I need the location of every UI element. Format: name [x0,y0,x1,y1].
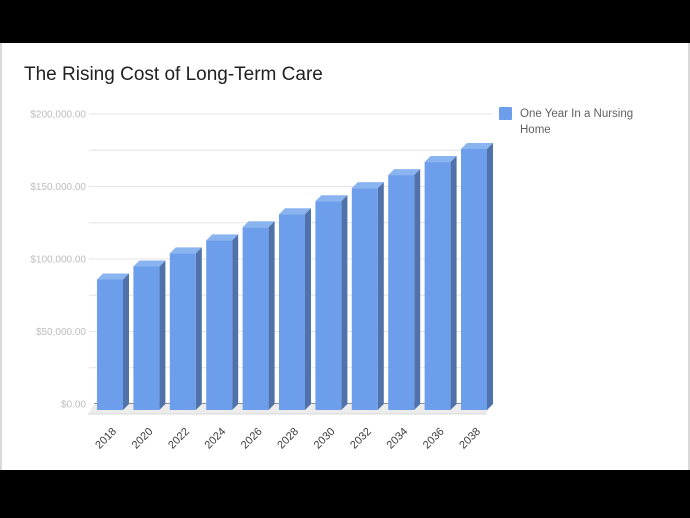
bar-top-face [206,234,239,241]
bar [315,201,342,410]
x-axis-label: 2022 [166,426,192,452]
bar-top-face [279,208,311,215]
legend: One Year In a Nursing Home [499,106,646,138]
bar-top-face [461,143,493,149]
bar [388,175,415,410]
y-axis-label: $100,000.00 [30,255,86,266]
bar [133,266,160,410]
bar [242,227,269,410]
bar [279,214,305,410]
bar-side-face [195,247,202,410]
bar-top-face [388,169,421,176]
x-axis-label: 2036 [421,426,447,452]
x-axis-label: 2034 [385,426,411,452]
bar-top-face [97,273,129,280]
x-axis-label: 2020 [130,426,156,452]
bar-chart: $0.00 $50,000.00 $100,000.00 $150,000.00 $20… [30,110,493,452]
bar-side-face [268,221,275,410]
x-axis-label: 2038 [457,426,483,452]
bar-top-face [169,247,202,254]
x-axis-label: 2018 [93,426,119,452]
bar-side-face [377,182,384,410]
bar-top-face [351,182,384,189]
bar-side-face [341,195,348,410]
x-axis-label: 2026 [239,426,265,452]
bar [424,162,451,410]
bar-side-face [305,208,311,410]
bar-side-face [232,234,239,410]
legend-swatch [499,107,512,120]
legend-label: One Year In a Nursing Home [520,108,634,136]
bar-top-face [424,156,457,163]
x-axis-label: 2028 [275,426,301,452]
y-axis-label: $200,000.00 [30,110,86,121]
bar-side-face [414,169,421,410]
x-axis-label: 2030 [312,426,338,452]
bar-side-face [159,260,166,410]
x-axis-label: 2032 [348,426,374,452]
bar-top-face [242,221,275,228]
y-axis-label: $50,000.00 [36,327,86,338]
bar-top-face [133,260,166,267]
x-axis-label: 2024 [203,426,229,452]
bar [169,253,196,410]
bar-side-face [450,156,457,410]
bar [351,188,378,410]
bar-side-face [123,273,129,410]
y-axis-label: $150,000.00 [30,182,86,193]
bar [461,149,487,410]
chart-title: The Rising Cost of Long-Term Care [24,64,323,85]
chart-slide: The Rising Cost of Long-Term Care $0.00 $… [0,43,690,470]
bar [97,279,123,410]
y-axis-label: $0.00 [61,400,86,411]
bar-top-face [315,195,348,202]
bar-side-face [487,143,493,410]
bar [206,240,233,410]
